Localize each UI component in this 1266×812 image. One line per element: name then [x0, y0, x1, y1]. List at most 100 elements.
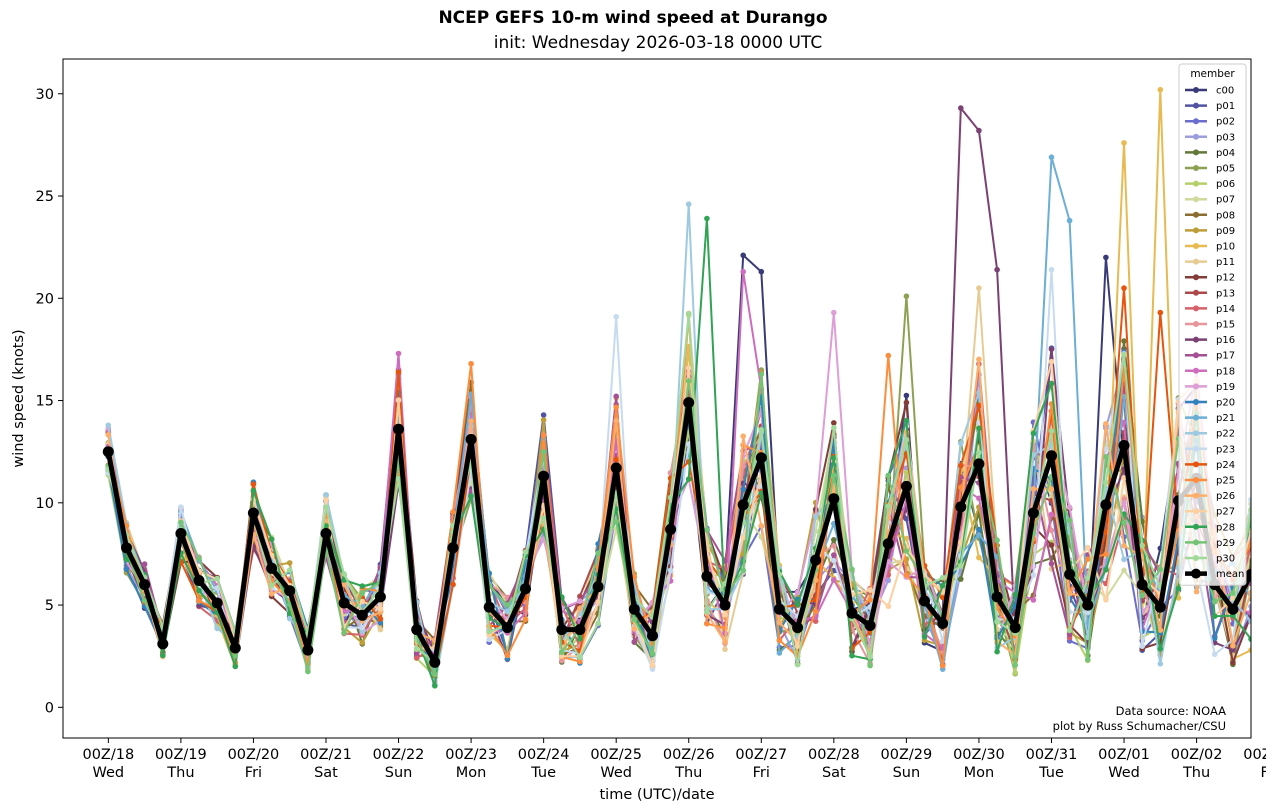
y-tick-label: 25: [36, 189, 54, 205]
member-point-p23: [1030, 572, 1037, 578]
member-point-p24: [1121, 285, 1127, 291]
member-point-p18: [831, 576, 837, 583]
member-point-p28: [250, 487, 257, 494]
member-point-p12: [1230, 659, 1236, 666]
member-point-p26: [468, 418, 474, 424]
member-point-p27: [794, 643, 801, 649]
member-point-p29: [305, 668, 311, 675]
legend-label-p25: p25: [1216, 476, 1235, 487]
legend-marker-p27: [1193, 508, 1199, 515]
member-point-p27: [559, 653, 565, 659]
member-point-p30: [885, 503, 892, 510]
member-point-p28: [831, 455, 837, 461]
member-point-p28: [160, 652, 166, 659]
member-point-p30: [1139, 542, 1145, 549]
mean-point: [701, 570, 713, 582]
member-point-p28: [903, 417, 910, 424]
mean-point: [556, 624, 568, 636]
member-point-p26: [776, 619, 783, 626]
legend-label-p26: p26: [1216, 491, 1235, 502]
member-point-p04: [958, 576, 964, 582]
mean-point: [737, 499, 749, 511]
x-tick-label-time: 00Z/30: [953, 747, 1005, 763]
member-point-p16: [1230, 647, 1236, 653]
legend-label-p15: p15: [1216, 320, 1235, 331]
member-point-p09: [359, 640, 366, 646]
member-point-p14: [812, 618, 819, 624]
legend-label-p19: p19: [1216, 382, 1235, 393]
mean-point: [719, 599, 731, 611]
mean-point: [338, 597, 350, 609]
member-point-p29: [504, 602, 511, 608]
member-point-p23: [359, 624, 366, 631]
mean-point: [1100, 499, 1112, 511]
member-point-p29: [885, 472, 892, 479]
x-tick-label-time: 00Z/18: [82, 747, 134, 763]
x-tick-label-day: Mon: [456, 765, 487, 781]
member-point-p20: [123, 566, 130, 573]
legend-marker-p16: [1193, 336, 1199, 343]
member-point-p29: [758, 371, 765, 378]
legend-label-p10: p10: [1216, 242, 1235, 253]
member-point-p09: [540, 417, 547, 423]
mean-point: [755, 452, 767, 464]
mean-point: [647, 630, 658, 642]
mean-point: [538, 470, 550, 482]
member-point-p30: [595, 620, 601, 627]
member-point-p19: [831, 309, 837, 316]
member-point-p29: [994, 537, 1000, 543]
member-point-p10: [1121, 140, 1127, 146]
mean-point: [356, 609, 368, 621]
member-point-p25: [468, 360, 474, 367]
member-point-p25: [522, 616, 529, 622]
member-point-p22: [1248, 618, 1251, 625]
member-point-p28: [1248, 636, 1251, 642]
member-point-p30: [776, 571, 783, 578]
member-point-p30: [1085, 575, 1091, 581]
member-point-p26: [613, 418, 619, 424]
member-point-p18: [1030, 597, 1037, 603]
member-point-p28: [758, 490, 765, 497]
member-point-p30: [1248, 507, 1251, 513]
legend-title: member: [1190, 68, 1235, 80]
member-point-p28: [123, 556, 130, 563]
member-point-p28: [577, 636, 583, 642]
mean-point: [683, 397, 695, 409]
member-point-p29: [595, 550, 601, 556]
member-point-p25: [196, 598, 202, 604]
mean-point: [302, 644, 314, 656]
legend-label-mean: mean: [1216, 569, 1244, 580]
member-point-p12: [903, 399, 910, 406]
member-point-p10: [1157, 86, 1164, 93]
member-point-p28: [1012, 591, 1018, 598]
member-point-p23: [1139, 643, 1145, 649]
mean-point: [792, 622, 804, 634]
legend-marker-p17: [1193, 352, 1199, 359]
member-point-p30: [577, 654, 583, 661]
legend-label-p06: p06: [1216, 179, 1235, 190]
member-point-p18: [976, 495, 982, 502]
member-point-p24: [250, 481, 257, 488]
member-point-p30: [994, 618, 1000, 625]
mean-point: [991, 591, 1003, 603]
member-point-p30: [794, 661, 801, 668]
member-point-p30: [522, 549, 529, 555]
member-point-p29: [1211, 598, 1218, 605]
mean-point: [193, 575, 205, 586]
member-point-p25: [812, 608, 819, 615]
legend-label-p22: p22: [1216, 429, 1235, 440]
legend-marker-p06: [1193, 180, 1199, 187]
member-point-p29: [831, 472, 837, 479]
member-point-p28: [1175, 585, 1182, 592]
member-point-p23: [1085, 609, 1091, 616]
chart-subtitle: init: Wednesday 2026-03-18 0000 UTC: [493, 33, 823, 53]
legend: member c00 p01 p02 p03 p04 p05 p06 p07 p08 p09 p10 p…: [1178, 63, 1247, 586]
member-point-p26: [976, 356, 982, 363]
member-point-p03: [885, 577, 892, 584]
member-point-p21: [1048, 154, 1055, 160]
member-point-p24: [976, 402, 982, 409]
member-point-p28: [196, 587, 202, 594]
member-point-p29: [141, 598, 148, 604]
x-tick-label-time: 00Z/23: [445, 747, 497, 763]
